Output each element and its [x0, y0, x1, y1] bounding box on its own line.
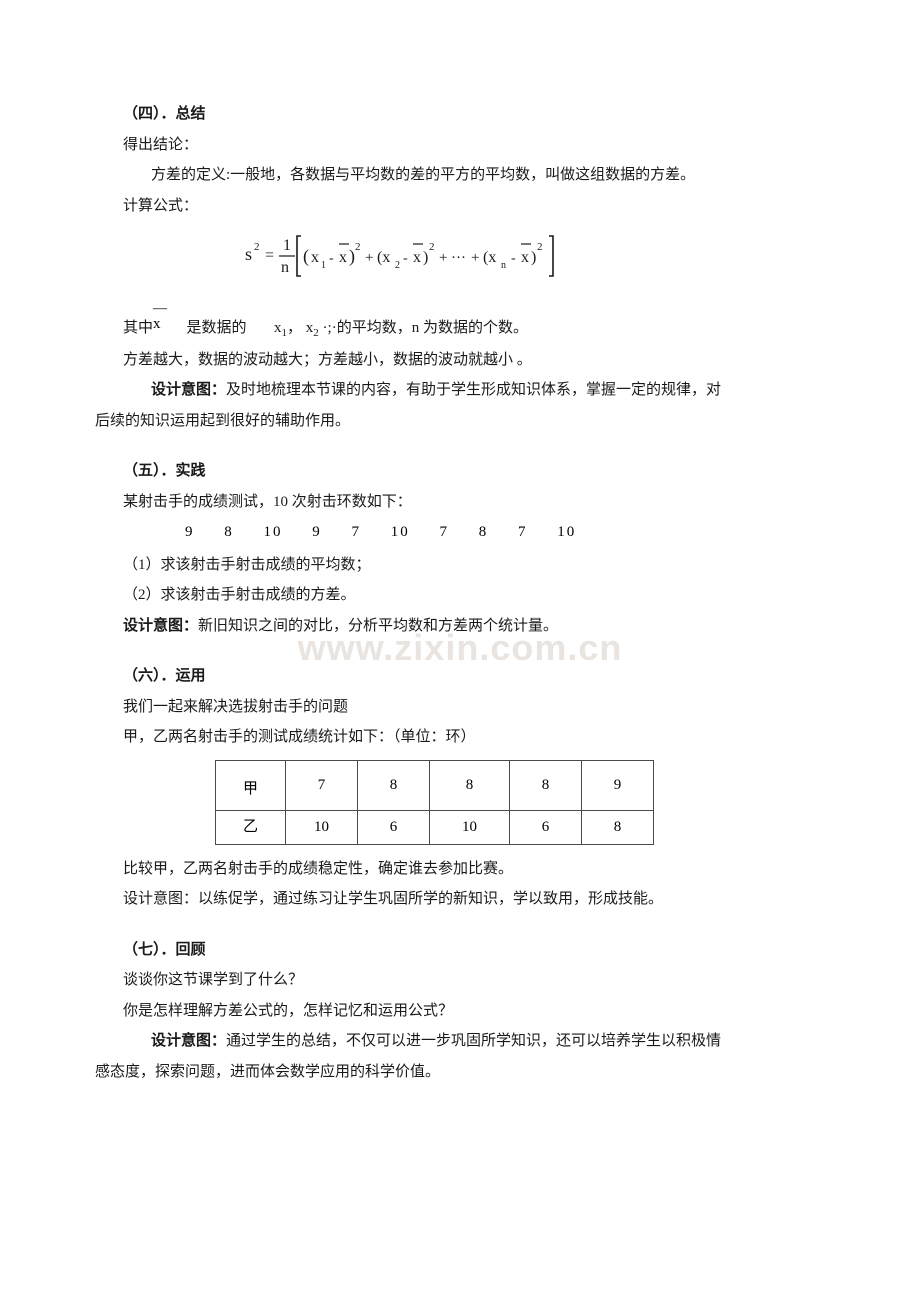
svg-text:s: s — [245, 244, 252, 264]
page-content: （四）．总结 得出结论： 方差的定义:一般地，各数据与平均数的差的平方的平均数，… — [95, 100, 825, 1086]
svg-text:n: n — [501, 260, 506, 271]
sec6-line1: 我们一起来解决选拔射击手的问题 — [95, 693, 825, 722]
sec5-data: 9 8 10 9 7 10 7 8 7 10 — [95, 518, 825, 547]
sec6-line4: 设计意图：以练促学，通过练习让学生巩固所学的新知识，学以致用，形成技能。 — [95, 885, 825, 914]
sec7-design-1: 设计意图：通过学生的总结，不仅可以进一步巩固所学知识，还可以培养学生以积极情 — [95, 1027, 825, 1056]
svg-text:): ) — [423, 249, 428, 266]
svg-text:···: ··· — [451, 250, 466, 266]
svg-text:+: + — [365, 250, 373, 266]
sec4-design-2: 后续的知识运用起到很好的辅助作用。 — [95, 407, 825, 436]
sec4-line5: 方差越大，数据的波动越大；方差越小，数据的波动就越小 。 — [95, 346, 825, 375]
svg-text:(x: (x — [483, 249, 496, 266]
scores-table: 甲 7 8 8 8 9 乙 10 6 10 6 8 — [215, 760, 654, 845]
svg-text:1: 1 — [321, 260, 326, 271]
cell-r2c6: 8 — [582, 810, 654, 844]
sec4-line4-mid: 是数据的 — [187, 320, 247, 336]
svg-text:-: - — [511, 251, 516, 266]
sec4-line4-pre: 其中 — [123, 320, 153, 336]
svg-text:x: x — [413, 249, 421, 266]
cell-r1c2: 7 — [286, 760, 358, 810]
sec5-q2: （2）求该射击手射击成绩的方差。 — [95, 581, 825, 610]
sec6-line3: 比较甲，乙两名射击手的成绩稳定性，确定谁去参加比赛。 — [95, 855, 825, 884]
cell-r2c5: 6 — [510, 810, 582, 844]
svg-text:): ) — [531, 249, 536, 266]
variance-formula: s 2 = 1 n ( x 1 - x ) 2 + (x 2 — [95, 228, 825, 278]
svg-text:1: 1 — [283, 237, 291, 254]
sec5-line1: 某射击手的成绩测试，10 次射击环数如下： — [95, 488, 825, 517]
scores-table-wrap: 甲 7 8 8 8 9 乙 10 6 10 6 8 — [95, 760, 825, 845]
svg-text:-: - — [329, 251, 334, 266]
svg-text:(: ( — [303, 246, 309, 267]
sec5-q1: （1）求该射击手射击成绩的平均数； — [95, 551, 825, 580]
sec4-design-label: 设计意图： — [151, 382, 226, 398]
svg-text:+: + — [471, 250, 479, 266]
svg-text:n: n — [281, 259, 289, 276]
cell-r1c6: 9 — [582, 760, 654, 810]
sec7-design-2: 感态度，探索问题，进而体会数学应用的科学价值。 — [95, 1058, 825, 1087]
sec5-design-text: 新旧知识之间的对比，分析平均数和方差两个统计量。 — [198, 618, 558, 634]
sec4-line4: 其中 是数据的 x1， x2 ·;·的平均数，n 为数据的个数。 — [95, 314, 825, 344]
cell-r1c4: 8 — [430, 760, 510, 810]
sec4-design-1: 设计意图：及时地梳理本节课的内容，有助于学生形成知识体系，掌握一定的规律，对 — [95, 376, 825, 405]
sec7-heading: （七）．回顾 — [95, 936, 825, 965]
sec4-tail: ·;·的平均数，n 为数据的个数。 — [319, 320, 528, 336]
sec5-heading: （五）．实践 — [95, 457, 825, 486]
sec6-line2: 甲，乙两名射击手的测试成绩统计如下：（单位：环） — [95, 723, 825, 752]
formula-svg: s 2 = 1 n ( x 1 - x ) 2 + (x 2 — [245, 228, 575, 278]
sec4-heading: （四）．总结 — [95, 100, 825, 129]
cell-r1c1: 甲 — [216, 760, 286, 810]
svg-text:2: 2 — [254, 241, 260, 253]
svg-text:x: x — [339, 249, 347, 266]
svg-text:x: x — [311, 249, 319, 266]
svg-text:=: = — [265, 247, 274, 264]
svg-text:2: 2 — [429, 241, 435, 253]
svg-text:+: + — [439, 250, 447, 266]
svg-text:(x: (x — [377, 249, 390, 266]
sec5-design-label: 设计意图： — [123, 618, 198, 634]
svg-text:-: - — [403, 251, 408, 266]
table-row: 甲 7 8 8 8 9 — [216, 760, 654, 810]
sec7-design-text1: 通过学生的总结，不仅可以进一步巩固所学知识，还可以培养学生以积极情 — [226, 1033, 721, 1049]
svg-text:2: 2 — [395, 260, 400, 271]
cell-r2c4: 10 — [430, 810, 510, 844]
sec7-line2: 你是怎样理解方差公式的，怎样记忆和运用公式？ — [95, 997, 825, 1026]
cell-r1c3: 8 — [358, 760, 430, 810]
sec4-line3: 计算公式： — [95, 192, 825, 221]
cell-r1c5: 8 — [510, 760, 582, 810]
sec7-design-label: 设计意图： — [151, 1033, 226, 1049]
sec7-line1: 谈谈你这节课学到了什么？ — [95, 966, 825, 995]
cell-r2c1: 乙 — [216, 810, 286, 844]
sec6-heading: （六）．运用 — [95, 662, 825, 691]
sec4-design-text1: 及时地梳理本节课的内容，有助于学生形成知识体系，掌握一定的规律，对 — [226, 382, 721, 398]
table-row: 乙 10 6 10 6 8 — [216, 810, 654, 844]
sec4-line1: 得出结论： — [95, 131, 825, 160]
sec4-line2: 方差的定义:一般地，各数据与平均数的差的平方的平均数，叫做这组数据的方差。 — [95, 161, 825, 190]
svg-text:2: 2 — [537, 241, 543, 253]
sec4-comma: ， — [287, 320, 302, 336]
svg-text:2: 2 — [355, 241, 361, 253]
sec4-x1: x — [274, 320, 282, 336]
svg-text:x: x — [521, 249, 529, 266]
sec5-design: 设计意图：新旧知识之间的对比，分析平均数和方差两个统计量。 — [95, 612, 825, 641]
cell-r2c2: 10 — [286, 810, 358, 844]
cell-r2c3: 6 — [358, 810, 430, 844]
